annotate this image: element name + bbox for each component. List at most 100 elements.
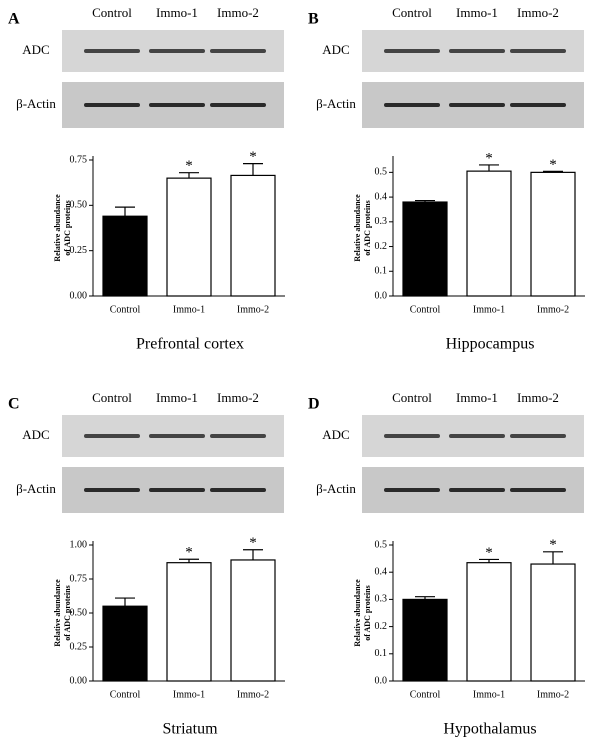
y-axis-label-line: Relative abundance bbox=[53, 579, 62, 647]
blot-band bbox=[449, 488, 505, 492]
blot-band bbox=[149, 49, 205, 53]
blot-band bbox=[149, 488, 205, 492]
bar bbox=[166, 562, 212, 682]
panel: A Control Immo-1 Immo-2 ADC β-Actin 0.00 0.25 0.… bbox=[8, 5, 285, 353]
y-tick-label: 0.0 bbox=[375, 675, 388, 686]
blot-band bbox=[210, 49, 266, 53]
bar bbox=[402, 598, 448, 682]
blot-row-label: ADC bbox=[322, 427, 349, 442]
x-tick-label: Control bbox=[110, 304, 141, 315]
panel: D Control Immo-1 Immo-2 ADC β-Actin 0.0 0.1 0.2 0… bbox=[308, 390, 585, 738]
bar bbox=[402, 201, 448, 297]
y-tick-label: 0.50 bbox=[70, 200, 88, 211]
blot-band bbox=[210, 488, 266, 492]
blot-band bbox=[510, 434, 566, 438]
region-title: Hippocampus bbox=[446, 336, 535, 353]
y-axis-label-line: of ADC proteins bbox=[63, 200, 72, 255]
blot-lane-label: Immo-1 bbox=[156, 390, 198, 405]
y-tick-label: 0.4 bbox=[375, 191, 388, 202]
y-axis-label-line: of ADC proteins bbox=[363, 200, 372, 255]
x-tick-label: Immo-1 bbox=[473, 689, 505, 700]
blot-row-label: β-Actin bbox=[316, 481, 356, 496]
bar bbox=[466, 170, 512, 297]
blot-band bbox=[84, 103, 140, 107]
bar bbox=[166, 177, 212, 297]
y-tick-label: 0.00 bbox=[70, 290, 88, 301]
x-tick-label: Immo-2 bbox=[537, 689, 569, 700]
blot-band bbox=[210, 434, 266, 438]
x-tick-label: Immo-1 bbox=[473, 304, 505, 315]
blot-band bbox=[384, 488, 440, 492]
y-axis-label: Relative abundanceof ADC proteins bbox=[53, 579, 72, 647]
y-axis-label: Relative abundanceof ADC proteins bbox=[353, 579, 372, 647]
bar bbox=[530, 563, 576, 682]
y-axis-label-line: Relative abundance bbox=[353, 194, 362, 262]
blot-lane-label: Control bbox=[92, 5, 132, 20]
panel: C Control Immo-1 Immo-2 ADC β-Actin 0.00 0.25 0.… bbox=[8, 390, 285, 738]
blot-row-label: ADC bbox=[22, 42, 49, 57]
x-tick-label: Immo-1 bbox=[173, 304, 205, 315]
significance-marker: * bbox=[549, 157, 557, 173]
x-tick-label: Immo-1 bbox=[173, 689, 205, 700]
blot-band bbox=[449, 103, 505, 107]
blot-band bbox=[510, 49, 566, 53]
y-tick-label: 0.2 bbox=[375, 241, 388, 252]
y-tick-label: 0.50 bbox=[70, 607, 88, 618]
blot-band bbox=[510, 103, 566, 107]
blot-row-label: ADC bbox=[22, 427, 49, 442]
bar bbox=[466, 562, 512, 682]
bar bbox=[230, 174, 276, 297]
y-tick-label: 0.3 bbox=[375, 594, 388, 605]
significance-marker: * bbox=[185, 158, 193, 174]
region-title: Prefrontal cortex bbox=[136, 336, 244, 353]
y-tick-label: 0.5 bbox=[375, 539, 388, 550]
y-axis-label-line: of ADC proteins bbox=[363, 585, 372, 640]
blot-lane-label: Control bbox=[392, 390, 432, 405]
blot-lane-label: Immo-2 bbox=[517, 5, 559, 20]
significance-marker: * bbox=[249, 535, 257, 551]
blot-band bbox=[84, 488, 140, 492]
y-axis-label-line: Relative abundance bbox=[53, 194, 62, 262]
x-tick-label: Control bbox=[410, 304, 441, 315]
y-axis-label: Relative abundanceof ADC proteins bbox=[53, 194, 72, 262]
y-tick-label: 0.4 bbox=[375, 566, 388, 577]
y-tick-label: 0.1 bbox=[375, 648, 388, 659]
y-tick-label: 0.1 bbox=[375, 266, 388, 277]
blot-row-label: β-Actin bbox=[16, 481, 56, 496]
blot-lane-label: Immo-1 bbox=[456, 5, 498, 20]
blot-lane-label: Immo-2 bbox=[217, 390, 259, 405]
y-tick-label: 0.2 bbox=[375, 621, 388, 632]
y-tick-label: 1.00 bbox=[70, 539, 88, 550]
bar bbox=[230, 559, 276, 682]
blot-band bbox=[149, 103, 205, 107]
blot-band bbox=[449, 49, 505, 53]
blot-band bbox=[84, 49, 140, 53]
blot-row-label: β-Actin bbox=[316, 96, 356, 111]
blot-band bbox=[210, 103, 266, 107]
blot-lane-label: Immo-1 bbox=[456, 390, 498, 405]
region-title: Hypothalamus bbox=[443, 721, 536, 738]
y-tick-label: 0.3 bbox=[375, 216, 388, 227]
blot-band bbox=[149, 434, 205, 438]
significance-marker: * bbox=[249, 149, 257, 165]
blot-lane-label: Immo-1 bbox=[156, 5, 198, 20]
panel-letter: B bbox=[308, 11, 319, 28]
y-tick-label: 0.0 bbox=[375, 290, 388, 301]
bar bbox=[102, 215, 148, 297]
blot-lane-label: Immo-2 bbox=[217, 5, 259, 20]
x-tick-label: Immo-2 bbox=[237, 304, 269, 315]
blot-lane-label: Control bbox=[392, 5, 432, 20]
panel-letter: D bbox=[308, 396, 320, 413]
x-tick-label: Immo-2 bbox=[237, 689, 269, 700]
blot-band bbox=[510, 488, 566, 492]
y-axis-label: Relative abundanceof ADC proteins bbox=[353, 194, 372, 262]
bar bbox=[530, 171, 576, 297]
significance-marker: * bbox=[185, 545, 193, 561]
y-tick-label: 0.75 bbox=[70, 573, 88, 584]
significance-marker: * bbox=[549, 537, 557, 553]
significance-marker: * bbox=[485, 545, 493, 561]
blot-lane-label: Immo-2 bbox=[517, 390, 559, 405]
significance-marker: * bbox=[485, 150, 493, 166]
panel: B Control Immo-1 Immo-2 ADC β-Actin 0.0 0.1 0.2 0… bbox=[308, 5, 585, 353]
